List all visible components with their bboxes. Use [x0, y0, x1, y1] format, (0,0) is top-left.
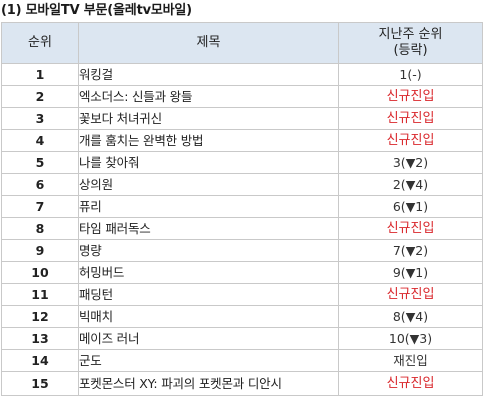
table-row: 7 퓨리 6(▼1)	[1, 195, 483, 218]
rank-cell: 10	[1, 261, 79, 284]
rank-cell: 7	[1, 195, 79, 218]
title-cell: 빅매치	[78, 305, 339, 328]
previous-rank-cell: 3(▼2)	[338, 151, 483, 174]
header-previous-rank-sublabel: (등락)	[393, 43, 428, 58]
title-cell: 명량	[78, 239, 339, 262]
previous-rank-cell: 1(-)	[338, 63, 483, 86]
previous-rank-cell: 7(▼2)	[338, 239, 483, 262]
previous-rank-cell: 신규진입	[338, 85, 483, 108]
rank-cell: 5	[1, 151, 79, 174]
rank-cell: 15	[1, 371, 79, 396]
title-cell: 포켓몬스터 XY: 파괴의 포켓몬과 디안시	[78, 371, 339, 396]
table-row: 12 빅매치 8(▼4)	[1, 305, 483, 328]
ranking-table: 순위 제목 지난주 순위 (등락) 1 워킹걸 1(-) 2 엑소더스: 신들과…	[1, 22, 483, 396]
table-row: 13 메이즈 러너 10(▼3)	[1, 327, 483, 350]
previous-rank-cell: 6(▼1)	[338, 195, 483, 218]
table-row: 9 명량 7(▼2)	[1, 239, 483, 262]
title-cell: 개를 훔치는 완벽한 방법	[78, 129, 339, 152]
header-previous-rank-label: 지난주 순위	[378, 27, 443, 42]
table-row: 5 나를 찾아줘 3(▼2)	[1, 151, 483, 174]
table-row: 1 워킹걸 1(-)	[1, 63, 483, 86]
title-cell: 허밍버드	[78, 261, 339, 284]
rank-cell: 12	[1, 305, 79, 328]
previous-rank-cell: 신규진입	[338, 107, 483, 130]
rank-cell: 3	[1, 107, 79, 130]
previous-rank-cell: 9(▼1)	[338, 261, 483, 284]
title-cell: 엑소더스: 신들과 왕들	[78, 85, 339, 108]
previous-rank-cell: 10(▼3)	[338, 327, 483, 350]
previous-rank-cell: 8(▼4)	[338, 305, 483, 328]
previous-rank-cell: 신규진입	[338, 371, 483, 396]
rank-cell: 4	[1, 129, 79, 152]
title-cell: 메이즈 러너	[78, 327, 339, 350]
table-caption: (1) 모바일TV 부문(올레tv모바일)	[1, 3, 192, 18]
table-row: 14 군도 재진입	[1, 349, 483, 372]
table-row: 11 패딩턴 신규진입	[1, 283, 483, 306]
previous-rank-cell: 2(▼4)	[338, 173, 483, 196]
table-header-row: 순위 제목 지난주 순위 (등락)	[1, 22, 483, 64]
title-cell: 나를 찾아줘	[78, 151, 339, 174]
rank-cell: 6	[1, 173, 79, 196]
header-previous-rank: 지난주 순위 (등락)	[338, 22, 483, 64]
header-title: 제목	[78, 22, 339, 64]
table-row: 4 개를 훔치는 완벽한 방법 신규진입	[1, 129, 483, 152]
table-row: 2 엑소더스: 신들과 왕들 신규진입	[1, 85, 483, 108]
title-cell: 꽃보다 처녀귀신	[78, 107, 339, 130]
previous-rank-cell: 신규진입	[338, 283, 483, 306]
title-cell: 상의원	[78, 173, 339, 196]
rank-cell: 11	[1, 283, 79, 306]
previous-rank-cell: 재진입	[338, 349, 483, 372]
table-row: 8 타임 패러독스 신규진입	[1, 217, 483, 240]
title-cell: 퓨리	[78, 195, 339, 218]
rank-cell: 9	[1, 239, 79, 262]
table-row: 10 허밍버드 9(▼1)	[1, 261, 483, 284]
title-cell: 군도	[78, 349, 339, 372]
previous-rank-cell: 신규진입	[338, 129, 483, 152]
title-cell: 타임 패러독스	[78, 217, 339, 240]
table-row: 6 상의원 2(▼4)	[1, 173, 483, 196]
rank-cell: 2	[1, 85, 79, 108]
rank-cell: 14	[1, 349, 79, 372]
header-rank: 순위	[1, 22, 79, 64]
title-cell: 패딩턴	[78, 283, 339, 306]
rank-cell: 13	[1, 327, 79, 350]
rank-cell: 8	[1, 217, 79, 240]
title-cell: 워킹걸	[78, 63, 339, 86]
rank-cell: 1	[1, 63, 79, 86]
table-row: 3 꽃보다 처녀귀신 신규진입	[1, 107, 483, 130]
table-row: 15 포켓몬스터 XY: 파괴의 포켓몬과 디안시 신규진입	[1, 371, 483, 396]
previous-rank-cell: 신규진입	[338, 217, 483, 240]
